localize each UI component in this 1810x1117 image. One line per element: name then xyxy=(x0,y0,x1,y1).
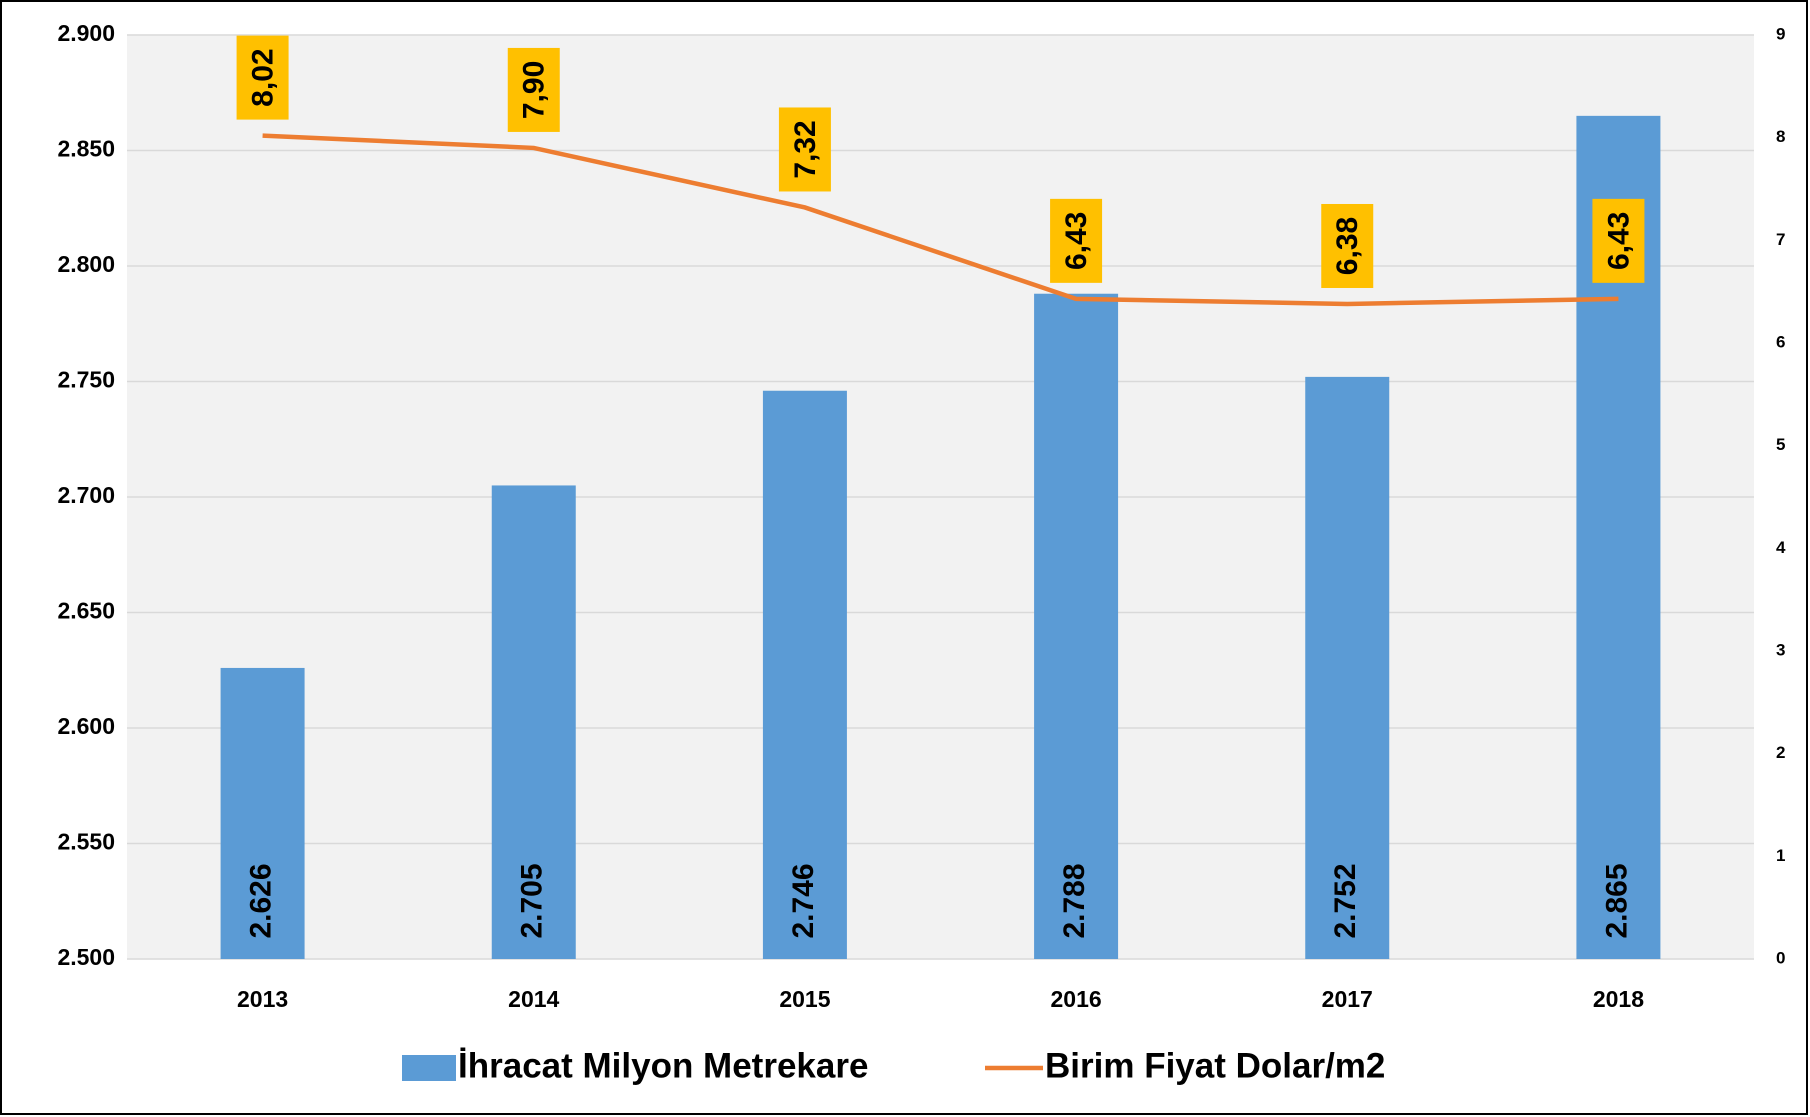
y-tick-label: 2.700 xyxy=(57,482,115,508)
y2-tick-label: 4 xyxy=(1776,538,1786,557)
bar xyxy=(491,485,576,959)
value-label-box xyxy=(236,35,289,120)
y-tick-label: 2.650 xyxy=(57,598,115,624)
y-tick-label: 2.750 xyxy=(57,367,115,393)
value-label-box xyxy=(778,107,831,192)
line-value-label: 7,32 xyxy=(789,120,822,178)
line-value-label: 6,43 xyxy=(1060,212,1093,270)
value-label-box xyxy=(1321,203,1374,288)
x-tick-label: 2013 xyxy=(237,986,288,1012)
line xyxy=(262,133,1619,307)
bar-value-label: 2.705 xyxy=(516,863,549,938)
line-value-label: 6,38 xyxy=(1331,217,1364,275)
bar-value-label: 2.746 xyxy=(787,863,820,938)
value-label-box xyxy=(1050,198,1103,283)
legend-label: İhracat Milyon Metrekare xyxy=(458,1046,868,1085)
y2-tick-label: 5 xyxy=(1776,435,1785,454)
bar-value-label: 2.788 xyxy=(1058,863,1091,938)
y-tick-label: 2.500 xyxy=(57,944,115,970)
bar-value-label: 2.626 xyxy=(245,863,278,938)
value-label-box xyxy=(507,47,560,132)
value-label-box xyxy=(1592,198,1645,283)
y-tick-label: 2.600 xyxy=(57,713,115,739)
x-tick-label: 2014 xyxy=(508,986,559,1012)
x-tick-label: 2015 xyxy=(779,986,830,1012)
line-value-label: 6,43 xyxy=(1602,212,1635,270)
y-tick-label: 2.900 xyxy=(57,20,115,46)
y2-tick-label: 0 xyxy=(1776,948,1785,967)
legend-label: Birim Fiyat Dolar/m2 xyxy=(1045,1046,1385,1085)
bar xyxy=(1305,376,1390,959)
line-value-label: 7,90 xyxy=(518,61,551,119)
bar xyxy=(1034,293,1119,960)
y2-tick-label: 2 xyxy=(1776,743,1785,762)
y2-tick-label: 7 xyxy=(1776,230,1785,249)
y2-tick-label: 3 xyxy=(1776,640,1785,659)
x-tick-label: 2017 xyxy=(1322,986,1373,1012)
x-tick-label: 2018 xyxy=(1593,986,1644,1012)
bar-value-label: 2.752 xyxy=(1329,863,1362,938)
legend-swatch xyxy=(402,1055,456,1081)
line-value-label: 8,02 xyxy=(247,48,280,106)
y2-tick-label: 1 xyxy=(1776,846,1785,865)
y2-tick-label: 6 xyxy=(1776,332,1785,351)
y-tick-label: 2.550 xyxy=(57,829,115,855)
y2-tick-label: 8 xyxy=(1776,127,1785,146)
y-tick-label: 2.800 xyxy=(57,251,115,277)
y-tick-label: 2.850 xyxy=(57,136,115,162)
bar xyxy=(220,667,305,959)
bar xyxy=(762,390,847,959)
x-tick-label: 2016 xyxy=(1050,986,1101,1012)
y2-tick-label: 9 xyxy=(1776,24,1785,43)
bar-value-label: 2.865 xyxy=(1600,863,1633,938)
